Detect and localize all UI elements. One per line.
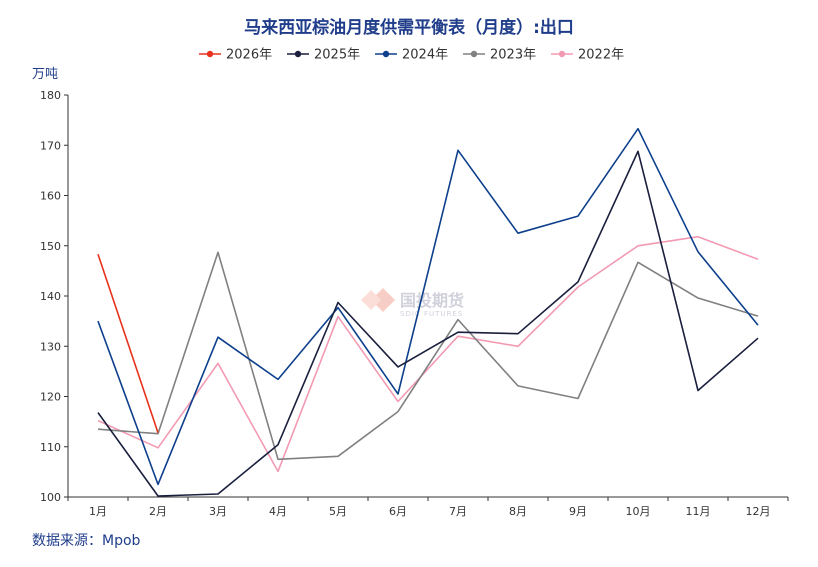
y-tick-label: 120 [40,391,61,404]
legend-label: 2023年 [490,48,536,63]
y-tick-label: 160 [40,190,61,203]
series-line-2026年 [97,254,159,433]
legend-marker [294,50,302,58]
y-tick-label: 180 [40,89,61,102]
y-tick-label: 130 [40,340,61,353]
chart-series [97,127,759,497]
series-line-2022年 [97,235,759,473]
series-line-2024年 [97,127,759,486]
series-line-2025年 [97,150,759,497]
chart-title: 马来西亚棕油月度供需平衡表（月度）:出口 [244,17,574,38]
x-tick-label: 6月 [389,505,407,518]
chart-axes: 100 110 120 130 140 150 160 170 180 1月 2月 3月 4月 5月 6月 7… [40,89,789,518]
y-tick-label: 100 [40,491,61,504]
legend-marker [558,50,566,58]
legend-marker [470,50,478,58]
legend-label: 2022年 [578,48,624,63]
y-tick-label: 150 [40,240,61,253]
y-axis-unit-label: 万吨 [32,67,58,82]
legend-label: 2025年 [314,48,360,63]
x-tick-label: 1月 [89,505,107,518]
series-line-2023年 [97,251,759,461]
legend-marker [382,50,390,58]
y-tick-label: 110 [40,441,61,454]
watermark-logo-diamond-inner [361,290,381,310]
watermark-text: 国投期货 [400,291,464,310]
watermark-logo-diamond [371,288,395,312]
x-tick-label: 11月 [686,505,711,518]
watermark-subtext: SDIC FUTURES [400,310,463,318]
x-tick-label: 2月 [149,505,167,518]
x-tick-label: 12月 [746,505,771,518]
data-source-note: 数据来源：Mpob [32,533,141,549]
x-tick-label: 10月 [626,505,651,518]
x-tick-label: 9月 [569,505,587,518]
watermark-logo: 国投期货 SDIC FUTURES [361,288,464,318]
chart-legend: 2026年 2025年 2024年 2023年 2022年 [199,48,624,63]
x-tick-label: 3月 [209,505,227,518]
y-tick-label: 170 [40,139,61,152]
x-tick-label: 8月 [509,505,527,518]
x-tick-label: 5月 [329,505,347,518]
x-tick-label: 7月 [449,505,467,518]
legend-marker [206,50,214,58]
x-tick-label: 4月 [269,505,287,518]
legend-label: 2024年 [402,48,448,63]
y-tick-label: 140 [40,290,61,303]
legend-label: 2026年 [226,48,272,63]
